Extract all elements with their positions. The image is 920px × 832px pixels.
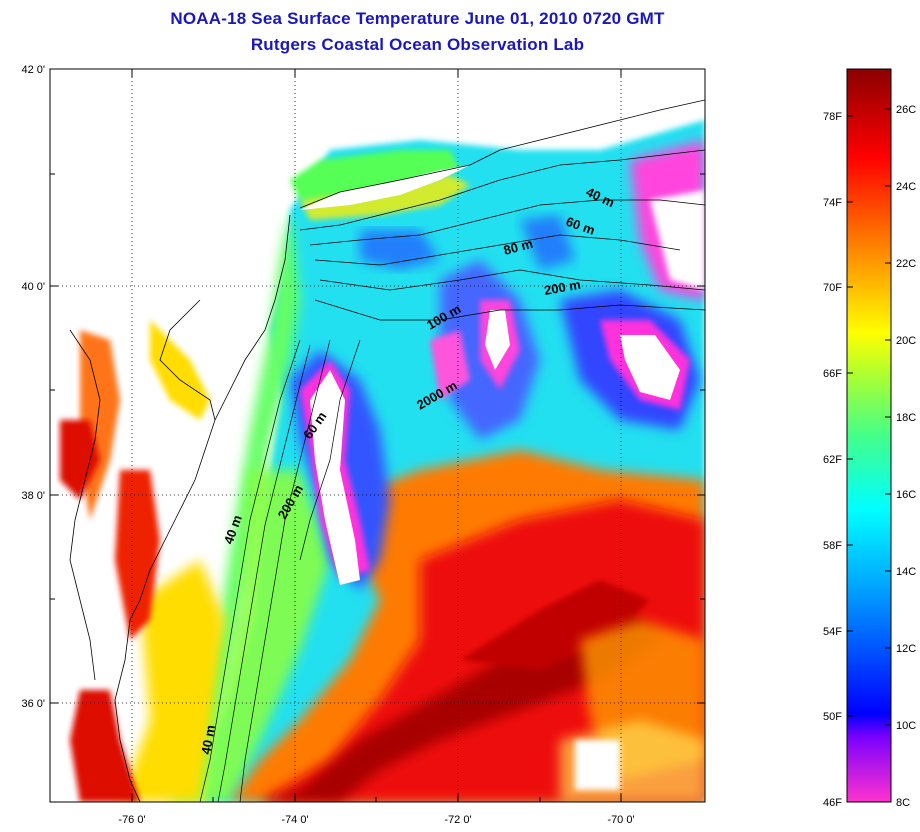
sst-field: [60, 120, 705, 802]
depth-label: 80 m: [502, 236, 535, 258]
cb-f-label: 74F: [823, 197, 842, 209]
depth-label: 200 m: [543, 277, 582, 298]
plot-border: [49, 68, 706, 803]
cb-f-label: 46F: [823, 797, 842, 809]
colorbar-fahrenheit-labels: 78F 74F 70F 66F 62F 58F 54F 50F 46F: [823, 111, 842, 809]
map-title: NOAA-18 Sea Surface Temperature June 01,…: [170, 9, 665, 28]
lon-label: -74 0': [281, 814, 308, 826]
cb-c-label: 10C: [896, 720, 916, 732]
longitude-labels: -76 0' -74 0' -72 0' -70 0': [118, 814, 634, 826]
axis-ticks: [50, 68, 705, 802]
lat-label: 40 0': [21, 281, 45, 293]
cb-c-label: 8C: [896, 797, 910, 809]
map-subtitle: Rutgers Coastal Ocean Observation Lab: [250, 35, 585, 54]
latitude-labels: 42 0' 40 0' 38 0' 36 0': [21, 64, 45, 710]
cb-c-label: 18C: [896, 412, 916, 424]
cb-f-label: 50F: [823, 711, 842, 723]
cb-f-label: 78F: [823, 111, 842, 123]
bathymetry-contours: [199, 149, 705, 802]
depth-label: 40 m: [198, 724, 218, 756]
lat-label: 42 0': [21, 64, 45, 76]
coastline: [69, 99, 705, 802]
cb-c-label: 26C: [896, 104, 916, 116]
cb-f-label: 62F: [823, 454, 842, 466]
cb-f-label: 66F: [823, 368, 842, 380]
lat-label: 36 0': [21, 698, 45, 710]
cb-c-label: 20C: [896, 335, 916, 347]
colorbar-celsius-labels: 26C 24C 22C 20C 18C 16C 14C 12C 10C 8C: [896, 104, 916, 809]
cb-c-label: 22C: [896, 258, 916, 270]
lat-label: 38 0': [21, 490, 45, 502]
cb-f-label: 54F: [823, 626, 842, 638]
lon-label: -72 0': [444, 814, 471, 826]
cb-c-label: 12C: [896, 643, 916, 655]
colorbar: 78F 74F 70F 66F 62F 58F 54F 50F 46F 26C …: [823, 68, 916, 809]
cb-f-label: 58F: [823, 540, 842, 552]
cb-c-label: 24C: [896, 181, 916, 193]
cb-f-label: 70F: [823, 282, 842, 294]
cb-c-label: 16C: [896, 489, 916, 501]
lon-label: -76 0': [118, 814, 145, 826]
lon-label: -70 0': [607, 814, 634, 826]
colorbar-gradient: [846, 68, 892, 803]
cb-c-label: 14C: [896, 566, 916, 578]
